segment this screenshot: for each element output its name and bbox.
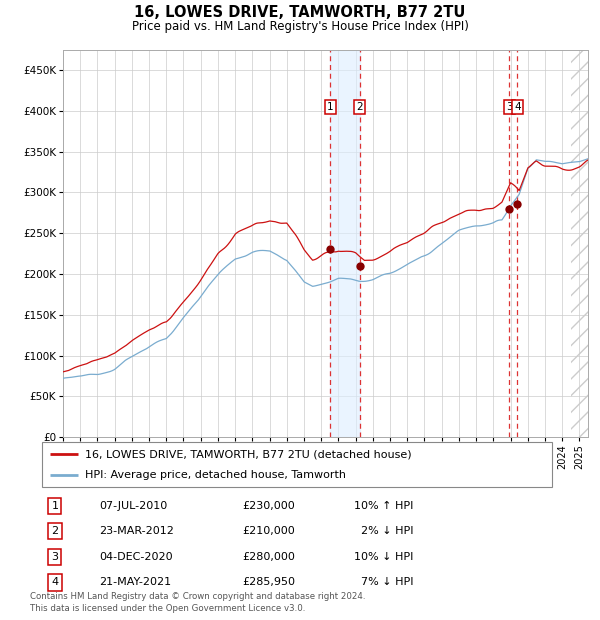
Text: 1: 1 — [52, 501, 58, 511]
Text: 07-JUL-2010: 07-JUL-2010 — [99, 501, 167, 511]
Text: 3: 3 — [506, 102, 512, 112]
Text: £210,000: £210,000 — [242, 526, 295, 536]
Text: 2: 2 — [51, 526, 58, 536]
Text: 7% ↓ HPI: 7% ↓ HPI — [361, 577, 413, 587]
Bar — [330, 50, 359, 437]
Text: HPI: Average price, detached house, Tamworth: HPI: Average price, detached house, Tamw… — [85, 469, 346, 480]
Text: 21-MAY-2021: 21-MAY-2021 — [99, 577, 171, 587]
Text: 4: 4 — [514, 102, 521, 112]
Text: 10% ↑ HPI: 10% ↑ HPI — [354, 501, 413, 511]
Text: This data is licensed under the Open Government Licence v3.0.: This data is licensed under the Open Gov… — [30, 603, 305, 613]
Text: 2: 2 — [356, 102, 363, 112]
Text: 3: 3 — [52, 552, 58, 562]
Text: 4: 4 — [51, 577, 58, 587]
Text: Contains HM Land Registry data © Crown copyright and database right 2024.: Contains HM Land Registry data © Crown c… — [30, 592, 365, 601]
Text: £230,000: £230,000 — [242, 501, 295, 511]
Text: 04-DEC-2020: 04-DEC-2020 — [99, 552, 173, 562]
Text: Price paid vs. HM Land Registry's House Price Index (HPI): Price paid vs. HM Land Registry's House … — [131, 20, 469, 33]
Text: 1: 1 — [327, 102, 334, 112]
Text: 2% ↓ HPI: 2% ↓ HPI — [361, 526, 413, 536]
Text: 10% ↓ HPI: 10% ↓ HPI — [354, 552, 413, 562]
Text: 16, LOWES DRIVE, TAMWORTH, B77 2TU (detached house): 16, LOWES DRIVE, TAMWORTH, B77 2TU (deta… — [85, 449, 412, 459]
Text: 16, LOWES DRIVE, TAMWORTH, B77 2TU: 16, LOWES DRIVE, TAMWORTH, B77 2TU — [134, 5, 466, 20]
Text: £285,950: £285,950 — [242, 577, 295, 587]
Text: 23-MAR-2012: 23-MAR-2012 — [99, 526, 174, 536]
Text: £280,000: £280,000 — [242, 552, 295, 562]
